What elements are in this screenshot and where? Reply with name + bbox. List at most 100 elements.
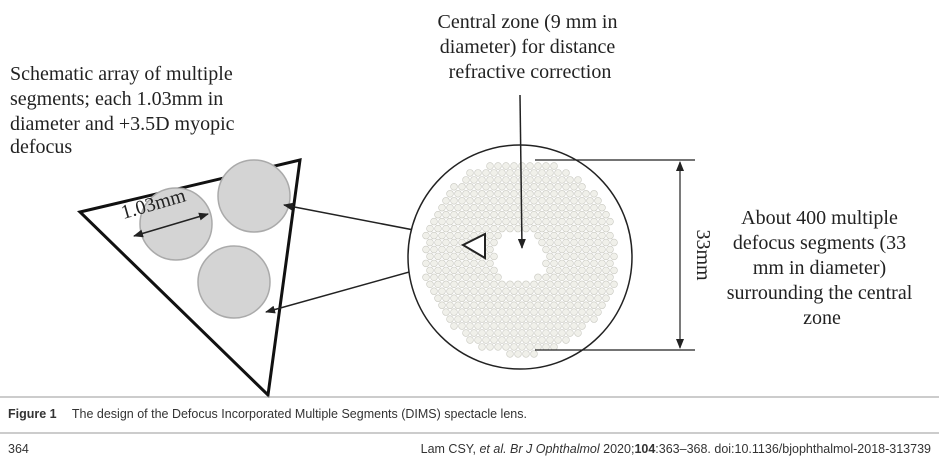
lens-segment — [594, 238, 602, 247]
lens-segment — [570, 266, 578, 275]
lens-segment — [554, 252, 562, 261]
lens-segment — [530, 308, 538, 316]
lens-segment — [554, 294, 562, 302]
lens-segment — [522, 294, 530, 302]
lens-segment — [530, 211, 538, 219]
lens-segment — [574, 273, 582, 281]
lens-segment — [518, 329, 526, 337]
lens-segment — [530, 294, 538, 302]
lens-segment — [574, 329, 582, 337]
lens-segment — [486, 176, 494, 184]
lens-segment — [446, 273, 454, 281]
lens-segment — [506, 280, 514, 288]
lens-segment — [578, 211, 586, 219]
lens-segment — [510, 315, 518, 323]
lens-segment — [582, 204, 590, 212]
lens-segment — [606, 287, 614, 295]
lens-segment — [486, 343, 494, 351]
lens-segment — [450, 322, 458, 330]
segment — [217, 159, 291, 233]
lens-segment — [458, 183, 466, 191]
lens-segment — [566, 259, 574, 268]
lens-segment — [574, 287, 582, 295]
lens-segment — [490, 224, 498, 233]
lens-segment — [486, 204, 494, 212]
lens-segment — [566, 287, 574, 295]
lens-segment — [514, 197, 522, 205]
lens-segment — [566, 204, 574, 212]
lens-segment — [582, 231, 590, 240]
lens-segment — [558, 329, 566, 337]
lens-segment — [442, 211, 450, 219]
lens-segment — [466, 266, 474, 275]
lens-segment — [586, 238, 594, 247]
lens-segment — [574, 301, 582, 309]
dimension-line — [133, 212, 209, 238]
lens-segment — [494, 273, 502, 281]
lens-segment — [458, 266, 466, 275]
lens-segment — [494, 315, 502, 323]
lens-segment — [562, 336, 570, 344]
lens-segment — [542, 190, 550, 198]
lens-segment — [454, 204, 462, 212]
lens-segment — [534, 204, 542, 212]
lens-segment — [602, 238, 610, 247]
lens-segment — [570, 322, 578, 330]
lens-segment — [502, 190, 510, 198]
lens-segment — [534, 301, 542, 309]
lens-segment — [450, 238, 458, 247]
lens-segment — [502, 217, 510, 226]
lens-segment — [598, 273, 606, 281]
lens-segment — [582, 259, 590, 268]
lens-segment — [498, 280, 506, 288]
lens-segment — [590, 273, 598, 281]
lens-segment — [582, 190, 590, 198]
lens-segment — [598, 204, 606, 212]
lens-segment — [558, 245, 566, 254]
lens-segment — [498, 224, 506, 233]
lens-segment — [530, 336, 538, 344]
lens-segment — [534, 217, 542, 226]
lens-segment — [534, 176, 542, 184]
lens-segment — [602, 224, 610, 233]
lens-segment — [546, 266, 554, 275]
lens-segment — [470, 287, 478, 295]
lens-segment — [546, 294, 554, 302]
lens-segment — [470, 217, 478, 226]
lens-segment — [550, 217, 558, 226]
text-line: diameter) for distance — [440, 36, 616, 58]
lens-segment — [506, 211, 514, 219]
lens-segment — [590, 259, 598, 268]
lens-segment — [554, 169, 562, 177]
central-zone-note: Central zone (9 mm in diameter) for dist… — [438, 11, 623, 83]
lens — [407, 144, 633, 370]
lens-segment — [438, 204, 446, 212]
lens-segment — [514, 308, 522, 316]
lens-segment — [526, 287, 534, 295]
lens-segment — [582, 245, 590, 254]
lens-segment — [434, 266, 442, 275]
lens-segment — [594, 224, 602, 233]
lens-segment — [422, 273, 430, 281]
lens-segment — [558, 231, 566, 240]
lens-segment — [546, 280, 554, 288]
lens-segment — [530, 350, 538, 358]
lens-segment — [570, 308, 578, 316]
text-line: Central zone (9 mm in — [438, 11, 618, 33]
lens-segment — [550, 329, 558, 337]
lens-segment — [542, 315, 550, 323]
lens-segment — [466, 336, 474, 344]
lens-segment — [438, 231, 446, 240]
lens-segment — [446, 287, 454, 295]
lens-segment — [582, 273, 590, 281]
lens-segment — [490, 252, 498, 261]
lens-segment — [482, 183, 490, 191]
lens-segment — [578, 197, 586, 205]
lens-segment — [498, 336, 506, 344]
lens-segment — [462, 273, 470, 281]
lens-segment — [466, 224, 474, 233]
lens-segment — [502, 301, 510, 309]
lens-segment — [478, 287, 486, 295]
lens-segment — [462, 217, 470, 226]
